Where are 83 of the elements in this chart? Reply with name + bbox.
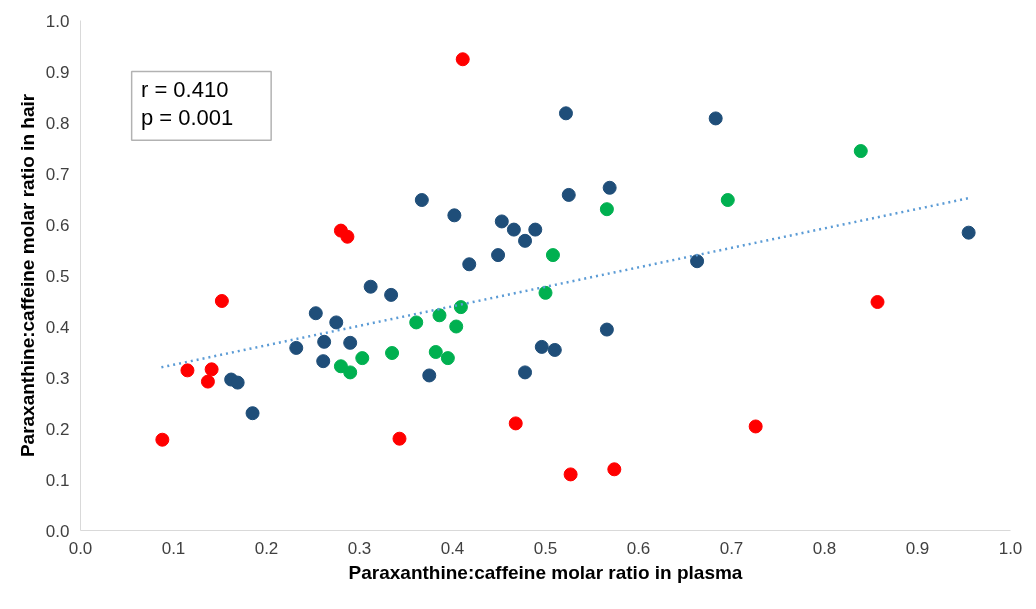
point — [607, 462, 622, 477]
point — [545, 248, 560, 263]
point — [308, 306, 323, 321]
point — [440, 351, 455, 366]
point — [561, 187, 576, 202]
y-axis-title: Paraxanthine:caffeine molar ratio in hair — [16, 93, 38, 458]
y-tick-label: 0.7 — [45, 164, 70, 184]
point — [363, 279, 378, 294]
point — [333, 359, 348, 374]
point — [690, 254, 705, 269]
point — [506, 222, 521, 237]
x-tick-label: 0.9 — [905, 538, 930, 558]
point — [518, 233, 533, 248]
x-tick-label: 0.3 — [347, 538, 372, 558]
point — [432, 308, 447, 323]
point — [384, 287, 399, 302]
point — [343, 335, 358, 350]
point — [563, 467, 578, 482]
point — [961, 225, 976, 240]
point — [214, 294, 229, 308]
x-tick-label: 1.0 — [998, 538, 1023, 558]
point — [602, 180, 617, 195]
point — [230, 375, 245, 390]
point — [748, 419, 763, 434]
y-tick-label: 0.9 — [45, 62, 70, 82]
point — [355, 351, 370, 366]
point — [518, 365, 533, 380]
point — [317, 334, 332, 349]
annotation: p = 0.001 — [140, 105, 234, 131]
point — [870, 295, 885, 310]
point — [155, 432, 170, 447]
point — [508, 416, 523, 431]
point — [528, 222, 543, 237]
y-tick-label: 0.0 — [45, 521, 70, 541]
x-axis-title: Paraxanthine:caffeine molar ratio in plasma — [348, 561, 743, 583]
x-tick-label: 0.2 — [254, 538, 279, 558]
y-tick-label: 0.5 — [45, 266, 70, 286]
point — [422, 368, 437, 383]
x-tick-label: 0.5 — [533, 538, 558, 558]
point — [414, 193, 429, 208]
x-tick-label: 0.8 — [812, 538, 837, 558]
point — [340, 229, 355, 244]
x-tick-label: 0.1 — [161, 538, 186, 558]
y-tick-label: 1.0 — [45, 11, 70, 31]
point — [455, 52, 470, 67]
y-tick-label: 0.4 — [45, 317, 70, 337]
point — [558, 106, 573, 121]
x-tick-label: 0.6 — [626, 538, 651, 558]
point — [494, 214, 509, 229]
point — [180, 363, 195, 378]
point — [547, 342, 562, 357]
point — [538, 285, 553, 300]
point — [720, 193, 735, 208]
point — [853, 144, 868, 159]
point — [245, 406, 260, 421]
point — [599, 322, 614, 337]
point — [453, 300, 468, 315]
point — [329, 315, 344, 330]
annotation: r = 0.410 — [140, 77, 229, 103]
point — [409, 315, 424, 330]
y-tick-label: 0.1 — [45, 470, 70, 490]
y-tick-label: 0.3 — [45, 368, 70, 388]
point — [428, 345, 443, 359]
x-tick-label: 0.7 — [719, 538, 744, 558]
x-tick-label: 0.4 — [440, 538, 465, 558]
point — [491, 248, 506, 263]
point — [708, 111, 723, 126]
point — [385, 346, 400, 361]
point — [599, 202, 614, 217]
y-tick-label: 0.2 — [45, 419, 70, 439]
y-tick-label: 0.8 — [45, 113, 70, 133]
point — [204, 362, 219, 377]
point — [316, 354, 331, 369]
point — [462, 257, 477, 272]
point — [343, 365, 358, 380]
point — [392, 431, 407, 446]
point — [289, 340, 304, 355]
point — [200, 374, 215, 389]
x-tick-label: 0.0 — [68, 538, 93, 558]
point — [534, 339, 549, 354]
point — [447, 208, 462, 223]
point — [449, 319, 464, 334]
y-tick-label: 0.6 — [45, 215, 70, 235]
